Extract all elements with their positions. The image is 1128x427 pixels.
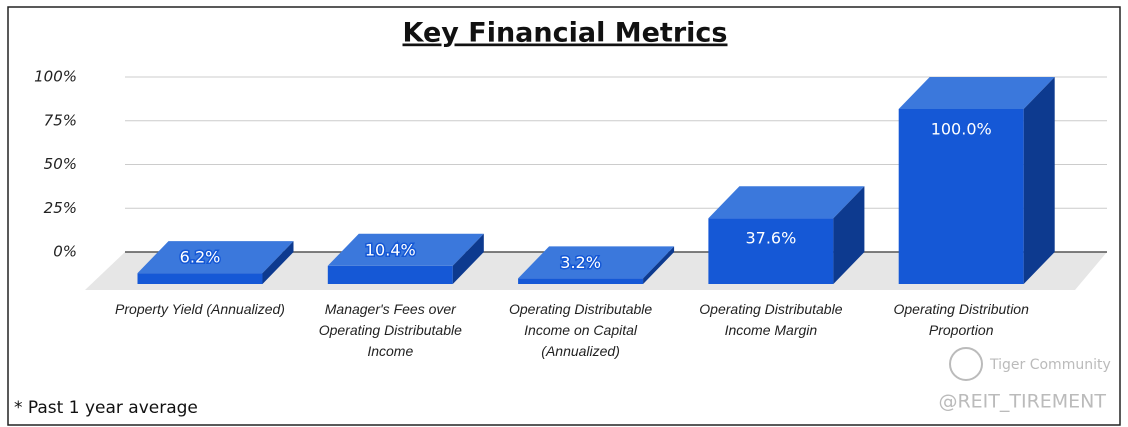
x-tick-label: Property Yield (Annualized) xyxy=(115,301,285,317)
watermark-logo xyxy=(949,347,983,381)
bar-side xyxy=(833,186,865,284)
y-tick-label: 75% xyxy=(44,111,77,129)
bar-front xyxy=(898,109,1024,284)
bar-top xyxy=(137,241,294,274)
y-tick-label: 0% xyxy=(53,243,77,261)
bar-front xyxy=(137,273,263,284)
bar-side xyxy=(643,246,675,284)
bar-front xyxy=(518,278,644,284)
bar-top xyxy=(898,77,1055,109)
value-label: 10.4% xyxy=(365,240,416,259)
value-label: 37.6% xyxy=(745,229,796,248)
chart-title: Key Financial Metrics xyxy=(403,18,728,49)
bar-side xyxy=(452,233,484,284)
bar-front xyxy=(708,218,834,284)
bar-top xyxy=(327,233,484,266)
y-tick-label: 50% xyxy=(44,155,77,173)
watermark: @REIT_TIREMENT xyxy=(938,391,1106,413)
x-tick-label: Operating Distributable Income on Capita… xyxy=(509,301,653,359)
value-label: 100.0% xyxy=(931,120,992,139)
bar-top xyxy=(518,246,675,279)
value-label: 3.2% xyxy=(560,253,601,272)
watermark: Tiger Community xyxy=(989,357,1111,373)
bar-front xyxy=(327,265,453,284)
footnote: * Past 1 year average xyxy=(14,398,198,418)
y-tick-label: 25% xyxy=(44,199,77,217)
bar-top xyxy=(708,186,865,219)
x-tick-label: Operating Distribution Proportion xyxy=(893,301,1029,338)
bar-side xyxy=(262,241,294,284)
x-tick-label: Operating Distributable Income Margin xyxy=(699,301,843,338)
value-label: 6.2% xyxy=(180,248,221,267)
bar-side xyxy=(1023,77,1055,284)
y-tick-label: 100% xyxy=(34,68,77,86)
x-tick-label: Manager's Fees over Operating Distributa… xyxy=(318,301,462,359)
frame xyxy=(7,6,1121,426)
